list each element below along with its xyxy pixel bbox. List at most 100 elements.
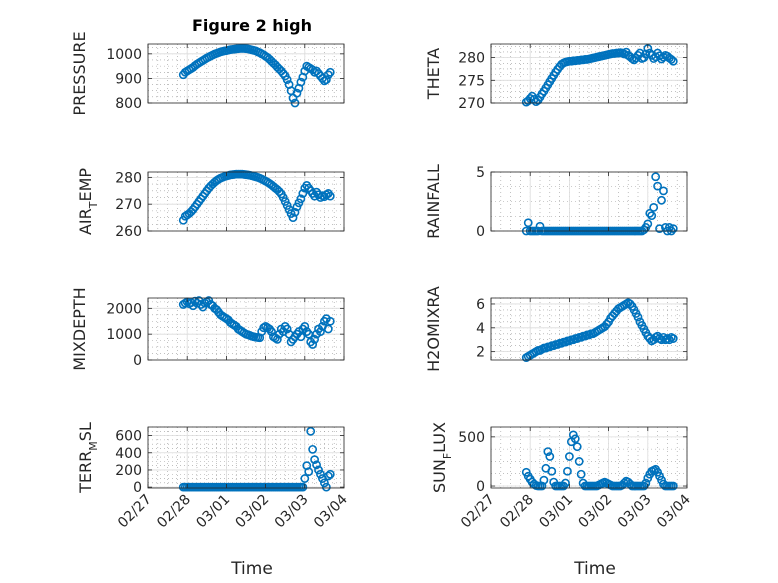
plot-area	[491, 298, 687, 360]
data-point	[574, 457, 584, 466]
data-point	[290, 207, 300, 217]
x-tick-label: 03/01	[193, 492, 233, 532]
x-tick-label: 02/28	[497, 492, 537, 532]
subplot-5: 0 1000 2000 MIXDEPTH	[70, 287, 345, 371]
data-point	[321, 482, 331, 492]
y-label-main: THETA	[424, 48, 443, 100]
data-point	[267, 327, 276, 336]
data-point	[316, 327, 325, 336]
y-tick-label: 280	[458, 51, 485, 67]
y-tick-label: 260	[115, 224, 142, 240]
data-point	[296, 77, 306, 87]
y-label-main: TERR	[76, 451, 95, 494]
data-point	[619, 478, 629, 488]
data-point	[641, 49, 651, 59]
y-tick-label: 2	[476, 345, 485, 361]
y-tick-label: 400	[115, 446, 142, 462]
y-label-subscript: M	[87, 441, 100, 451]
data-point	[325, 67, 335, 77]
x-tick-label: 03/01	[536, 492, 576, 532]
axes-box	[490, 43, 688, 104]
plot-area	[148, 172, 344, 231]
data-point	[666, 55, 676, 64]
x-axis-label-left: Time	[230, 559, 273, 579]
data-point	[323, 471, 333, 481]
data-point	[298, 482, 308, 492]
data-point	[668, 334, 678, 343]
y-tick-label: 275	[458, 73, 485, 89]
data-point	[298, 189, 308, 198]
subplot-3: 260 270 280 AIRTEMP	[76, 168, 345, 240]
data-series	[521, 430, 678, 491]
data-point	[602, 319, 612, 329]
y-tick-label: 0	[133, 353, 142, 369]
data-point	[292, 88, 302, 98]
y-tick-label: 500	[458, 430, 485, 446]
y-axis-label: RAINFALL	[424, 164, 443, 239]
x-tick-label: 03/02	[233, 492, 273, 532]
data-point	[308, 340, 318, 349]
data-point	[523, 218, 533, 228]
data-point	[323, 324, 333, 334]
y-label-tail: LUX	[430, 422, 449, 453]
data-point	[288, 213, 298, 222]
data-series	[178, 44, 335, 108]
x-tick-label: 03/04	[654, 491, 694, 531]
data-series	[521, 44, 678, 107]
x-tick-label: 03/03	[615, 492, 655, 532]
figure-title: Figure 2 high	[192, 16, 312, 35]
y-label-main: SUN	[430, 459, 449, 493]
y-tick-label: 2000	[106, 301, 142, 317]
subplot-6: 2 4 6 H2OMIXRA	[424, 286, 688, 372]
x-tick-label: 03/03	[272, 492, 312, 532]
y-tick-label: 800	[115, 96, 142, 112]
y-tick-label: 900	[115, 71, 142, 87]
axes-box	[147, 426, 345, 489]
data-point	[645, 208, 655, 218]
y-label-subscript: T	[87, 201, 100, 209]
y-axis-label: PRESSURE	[70, 31, 89, 115]
data-point	[576, 469, 586, 479]
data-point	[657, 195, 666, 205]
data-point	[296, 332, 306, 342]
data-point	[310, 334, 319, 344]
data-point	[563, 466, 572, 476]
y-tick-label: 5	[476, 165, 485, 181]
y-tick-label: 6	[476, 297, 485, 313]
x-tick-label: 03/02	[576, 492, 616, 532]
y-tick-label: 4	[476, 321, 485, 337]
data-point	[319, 478, 329, 488]
data-point	[651, 172, 661, 182]
data-point	[545, 452, 555, 461]
data-point	[655, 224, 664, 234]
data-point	[641, 478, 651, 488]
x-tick-label: 02/27	[458, 492, 498, 532]
axes-box	[147, 171, 345, 232]
plot-area	[148, 427, 344, 488]
data-point	[325, 469, 335, 479]
subplot-8: 0 500 02/27 02/28 03/01 03/02 03/03 03/04 SUNFLU…	[430, 422, 694, 531]
data-point	[543, 447, 553, 456]
y-label-main: MIXDEPTH	[70, 287, 89, 370]
y-tick-label: 0	[476, 224, 485, 240]
y-label-main: AIR	[76, 208, 95, 235]
data-point	[668, 56, 678, 66]
data-point	[316, 469, 325, 479]
data-series	[178, 426, 335, 492]
subplot-1: 800 900 1000 PRESSURE	[70, 31, 345, 116]
axes-box	[490, 297, 688, 361]
data-point	[325, 191, 335, 201]
data-point	[272, 334, 282, 344]
data-point	[296, 194, 306, 204]
y-label-tail: SL	[76, 422, 95, 441]
y-label-main: H2OMIXRA	[424, 286, 443, 372]
data-point	[649, 202, 659, 212]
y-axis-label: H2OMIXRA	[424, 286, 443, 372]
data-point	[668, 224, 678, 234]
axes-box	[147, 43, 345, 104]
y-label-main: RAINFALL	[424, 164, 443, 239]
axes-box	[490, 426, 688, 489]
